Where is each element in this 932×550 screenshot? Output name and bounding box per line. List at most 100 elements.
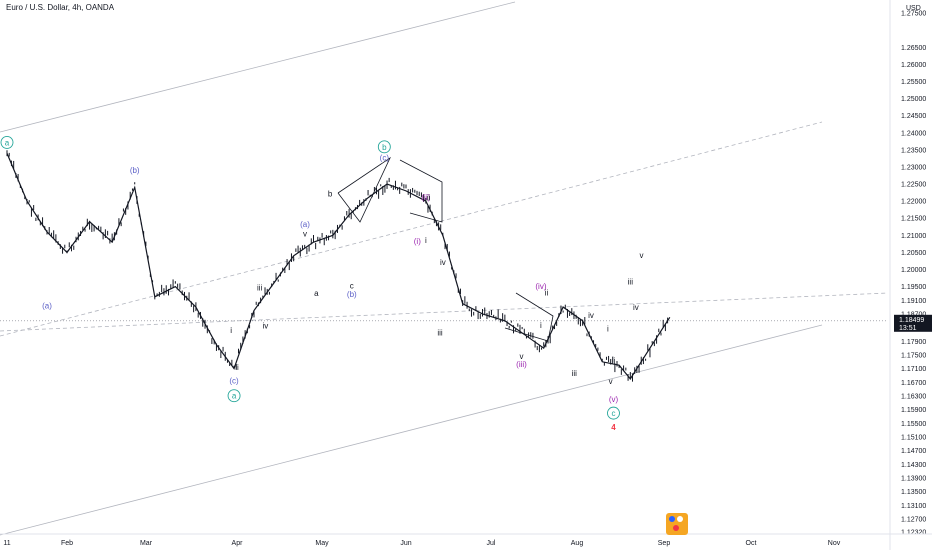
wave-label: iv: [633, 303, 639, 312]
wave-label: (iv): [535, 282, 546, 291]
wave-circle: [377, 140, 391, 154]
wave-label: (c): [380, 153, 390, 162]
wedge-lines: [337, 156, 391, 223]
chart-title: Euro / U.S. Dollar, 4h, OANDA: [6, 3, 115, 12]
time-tick-label: Apr: [232, 540, 244, 547]
price-tick-label: 1.24500: [901, 113, 926, 120]
wave-label: iv: [588, 311, 594, 320]
price-tick-label: 1.12700: [901, 517, 926, 524]
price-tick-label: 1.17900: [901, 339, 926, 346]
price-tick-label: 1.13100: [901, 503, 926, 510]
wave-label: 4: [611, 423, 616, 432]
time-tick-label: 11: [3, 540, 10, 547]
price-tick-label: 1.22500: [901, 182, 926, 189]
wave-label: a: [5, 138, 10, 147]
wave-label: (i): [414, 237, 421, 246]
wave-label: ii: [545, 288, 549, 297]
wave-label: (v): [609, 395, 619, 404]
price-tick-label: 1.21500: [901, 216, 926, 223]
wave-label: i: [540, 321, 542, 330]
wave-label: (iii): [516, 360, 527, 369]
price-tick-label: 1.15500: [901, 421, 926, 428]
price-tick-label: 1.26000: [901, 62, 926, 69]
price-tick-label: 1.13900: [901, 475, 926, 482]
wave-label: i: [607, 325, 609, 334]
price-tick-label: 1.21000: [901, 233, 926, 240]
price-tick-label: 1.24000: [901, 130, 926, 137]
time-tick-label: Feb: [61, 540, 73, 547]
wave-label: v: [303, 230, 307, 239]
channel-mid-dashed-line: [0, 121, 823, 337]
wave-circle: [607, 406, 620, 420]
wave-label: b: [328, 190, 333, 199]
price-tick-label: 1.27500: [901, 11, 926, 18]
wave-label: (b): [130, 166, 140, 175]
wave-label: v: [609, 377, 613, 386]
price-tick-label: 1.13500: [901, 489, 926, 496]
wave-label: ii: [235, 363, 239, 372]
price-tick-label: 1.17500: [901, 352, 926, 359]
price-tick-label: 1.20000: [901, 267, 926, 274]
price-tick-label: 1.14700: [901, 448, 926, 455]
price-tick-label: 1.25000: [901, 96, 926, 103]
wave-label: c: [350, 282, 354, 291]
flag-lines-2: [504, 292, 554, 342]
countdown-timer: 13:51: [899, 325, 917, 332]
price-tick-label: 1.16700: [901, 380, 926, 387]
time-tick-label: Aug: [571, 540, 584, 547]
price-tick-label: 1.26500: [901, 45, 926, 52]
price-tick-label: 1.19500: [901, 284, 926, 291]
price-tick-label: 1.22000: [901, 199, 926, 206]
last-price-tag: [894, 314, 932, 332]
wave-label: v: [640, 251, 644, 260]
wave-label: v: [520, 352, 524, 361]
wave-label: (a): [300, 220, 310, 229]
last-price-value: 1.18499: [899, 317, 924, 324]
wave-label: iii: [437, 328, 443, 337]
wave-label: ii: [612, 356, 616, 365]
wave-label: iii: [257, 284, 263, 293]
channel-lower-line: [0, 324, 823, 536]
price-tick-label: 1.23500: [901, 147, 926, 154]
price-tick-label: 1.15900: [901, 407, 926, 414]
wave-label: (c): [229, 376, 239, 385]
wave-label: ii: [427, 193, 431, 202]
channel-upper-line: [0, 1, 516, 133]
wave-label: a: [232, 392, 237, 401]
time-tick-label: Nov: [828, 540, 841, 547]
wave-label: i: [230, 326, 232, 335]
tradingview-logo-icon: [666, 513, 688, 535]
time-tick-label: Sep: [658, 540, 671, 547]
wave-label: a: [314, 289, 319, 298]
price-tick-label: 1.19100: [901, 298, 926, 305]
wave-label: b: [382, 143, 387, 152]
wave-label: c: [611, 409, 615, 418]
time-tick-label: May: [315, 540, 329, 547]
price-tick-label: 1.17100: [901, 366, 926, 373]
wave-label: iii: [628, 278, 634, 287]
price-tick-label: 1.16300: [901, 393, 926, 400]
price-tick-label: 1.12320: [901, 530, 926, 537]
price-tick-label: 1.15100: [901, 434, 926, 441]
trend-dashed-line: [0, 292, 889, 332]
wave-label: i: [425, 236, 427, 245]
price-tick-label: 1.20500: [901, 250, 926, 257]
time-tick-label: Oct: [746, 540, 757, 547]
flag-lines: [399, 159, 443, 223]
price-tick-label: 1.25500: [901, 79, 926, 86]
price-tick-label: 1.14300: [901, 462, 926, 469]
wave-label: (a): [42, 301, 52, 310]
wave-label: (ii): [421, 193, 430, 202]
price-series: [6, 150, 671, 382]
wave-label: (b): [347, 290, 357, 299]
wave-label: iv: [440, 258, 446, 267]
wave-circle: [0, 135, 14, 149]
wave-label: iv: [262, 321, 268, 330]
time-tick-label: Mar: [140, 540, 153, 547]
wave-circle: [227, 389, 241, 403]
wave-label: iii: [572, 369, 578, 378]
price-axis-currency: USD: [906, 5, 921, 12]
price-tick-label: 1.23000: [901, 164, 926, 171]
time-tick-label: Jul: [487, 540, 496, 547]
